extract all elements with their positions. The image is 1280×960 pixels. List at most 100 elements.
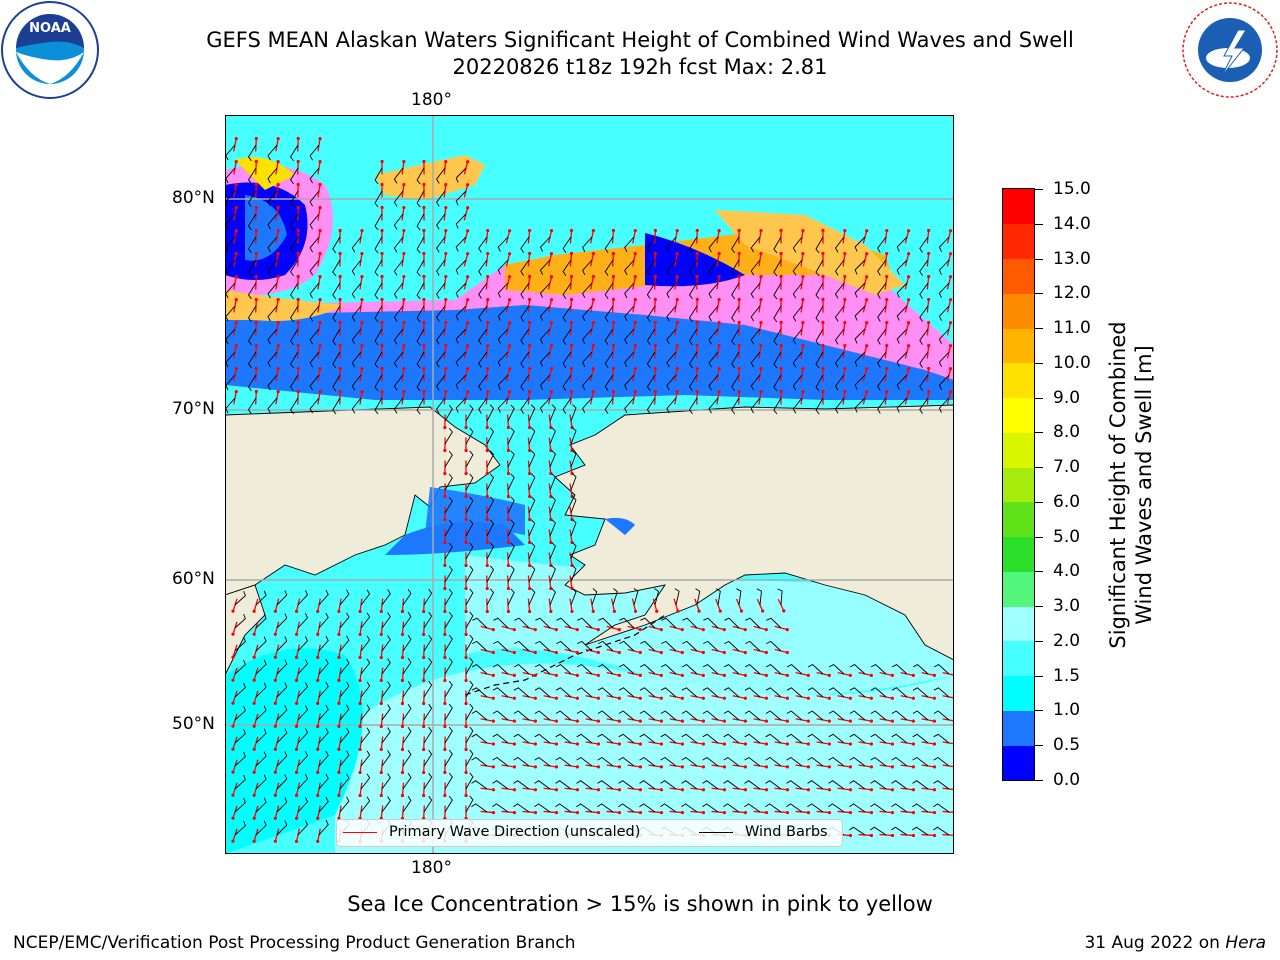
wind-barb	[534, 803, 551, 813]
wave-arrow-head	[338, 228, 342, 233]
wind-barb	[577, 617, 593, 629]
wind-barb	[582, 305, 593, 322]
wind-barb	[339, 612, 350, 629]
wave-arrow-head	[596, 628, 600, 632]
wind-barb	[688, 351, 698, 369]
wave-arrow-head	[779, 297, 783, 302]
wave-arrow-head	[318, 297, 322, 302]
wave-arrow-head	[890, 765, 895, 769]
wave-arrow-head	[617, 765, 622, 769]
wind-barb	[520, 351, 530, 368]
wind-barb	[938, 374, 950, 390]
wind-barb	[854, 259, 866, 275]
wind-barb	[773, 282, 782, 300]
wave-arrow-head	[231, 701, 235, 705]
wave-arrow-head	[827, 673, 831, 677]
wind-barb	[660, 803, 677, 813]
wave-arrow-head	[358, 724, 362, 729]
wind-barb	[351, 397, 362, 414]
wave-arrow-head	[506, 471, 511, 476]
wind-barb	[247, 282, 257, 300]
wave-arrow-head	[533, 696, 537, 700]
wave-arrow-head	[422, 609, 426, 614]
wave-arrow-head	[379, 793, 383, 798]
wind-barb	[507, 588, 515, 606]
wave-arrow-head	[948, 275, 953, 279]
wave-arrow-head	[885, 343, 889, 348]
wave-arrow-head	[443, 770, 447, 775]
wave-arrow-head	[596, 696, 600, 700]
wind-barb	[792, 259, 803, 276]
wind-barb	[492, 710, 509, 721]
wind-barb	[604, 305, 614, 322]
wave-arrow-head	[400, 701, 405, 706]
wind-barb	[773, 351, 782, 369]
wind-barb	[562, 397, 572, 414]
wind-barb	[681, 780, 698, 790]
wave-arrow-head	[591, 229, 595, 233]
wave-arrow-head	[759, 389, 763, 394]
wave-arrow-head	[318, 251, 322, 256]
wave-arrow-head	[402, 205, 406, 210]
wave-arrow-head	[318, 228, 322, 233]
wave-arrow-head	[596, 650, 600, 655]
wave-arrow-head	[276, 160, 280, 164]
wave-arrow-head	[549, 321, 554, 325]
wave-arrow-head	[827, 696, 831, 700]
wind-barb	[332, 351, 341, 369]
wind-barb	[765, 664, 782, 675]
wind-barb	[455, 351, 467, 367]
wave-arrow-head	[379, 770, 383, 775]
wave-arrow-head	[234, 183, 238, 187]
wave-arrow-head	[869, 742, 874, 746]
wave-arrow-head	[617, 788, 622, 792]
wind-barb	[556, 640, 572, 652]
wind-barb	[318, 658, 329, 675]
wind-barb	[792, 328, 803, 345]
wind-barb	[360, 773, 371, 790]
wave-arrow-head	[591, 321, 595, 325]
wind-barb	[654, 588, 660, 606]
wind-barb	[267, 351, 278, 368]
wave-arrow-head	[507, 321, 512, 325]
wave-arrow-head	[512, 788, 517, 792]
wind-barb	[723, 756, 740, 767]
wave-arrow-head	[444, 297, 448, 302]
wave-arrow-head	[722, 742, 727, 746]
wind-barb	[497, 374, 509, 390]
wave-arrow-head	[633, 367, 637, 371]
wind-barb	[854, 236, 866, 252]
wave-arrow-head	[743, 628, 747, 632]
wind-barb	[555, 710, 572, 721]
wave-arrow-head	[722, 673, 726, 677]
wind-barb	[309, 259, 320, 276]
wave-arrow-head	[234, 160, 238, 164]
wind-barb	[297, 774, 309, 790]
wave-arrow-head	[400, 678, 405, 683]
wind-barb	[478, 374, 488, 391]
wave-arrow-head	[379, 678, 383, 683]
wind-barb	[339, 704, 350, 721]
wave-arrow-head	[276, 390, 280, 394]
wave-arrow-head	[554, 650, 558, 655]
wave-arrow-head	[422, 274, 426, 279]
colorbar-tick-label: 6.0	[1053, 491, 1081, 512]
wave-arrow-head	[316, 816, 320, 820]
wave-arrow-head	[890, 810, 895, 815]
wind-barb	[539, 351, 551, 367]
wind-barb	[339, 773, 350, 790]
wave-arrow-head	[885, 297, 889, 302]
wave-arrow-head	[617, 742, 622, 746]
wave-arrow-head	[638, 696, 642, 700]
wind-barb	[582, 328, 593, 345]
wave-arrow-head	[533, 788, 538, 792]
colorbar-tick	[1035, 745, 1043, 747]
wind-barb	[471, 756, 488, 767]
wind-barb	[416, 397, 425, 415]
wind-barb	[604, 351, 614, 368]
wave-arrow-head	[379, 609, 383, 614]
wind-barb	[513, 664, 530, 675]
wind-barb	[297, 751, 309, 767]
wind-barb	[535, 617, 551, 629]
wind-barb	[618, 687, 635, 698]
